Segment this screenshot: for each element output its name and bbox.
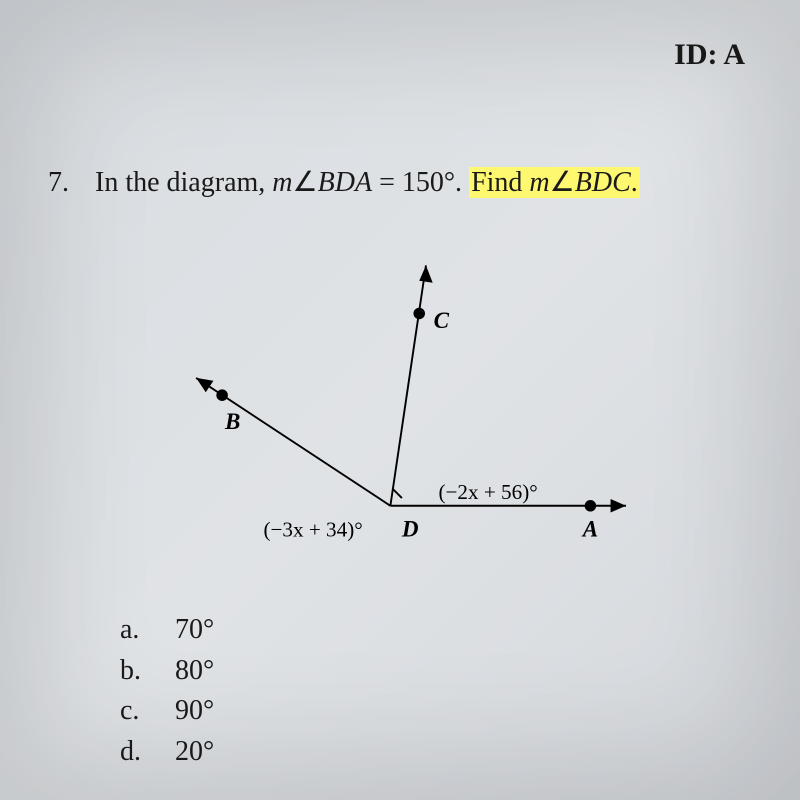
arrow-da [611, 499, 626, 512]
page: ID: A 7. In the diagram, m∠BDA = 150°. F… [0, 0, 800, 800]
choice-letter: a. [120, 610, 175, 651]
answer-choices: a. 70° b. 80° c. 90° d. 20° [120, 610, 214, 772]
angle-cda-expr: (−2x + 56)° [438, 480, 537, 504]
label-b: B [224, 408, 240, 434]
page-id: ID: A [674, 38, 745, 72]
choice-d: d. 20° [120, 732, 214, 773]
point-c [413, 308, 425, 320]
angle-diagram: C B A D (−2x + 56)° (−3x + 34)° [150, 230, 650, 570]
question-text-prefix: In the diagram, [95, 167, 272, 198]
choice-c: c. 90° [120, 691, 214, 732]
choice-value: 90° [175, 691, 214, 732]
choice-value: 80° [175, 651, 214, 692]
question-stem: 7. In the diagram, m∠BDA = 150°. Find m∠… [48, 165, 640, 199]
choice-letter: b. [120, 651, 175, 692]
ray-dc [390, 265, 426, 505]
choice-b: b. 80° [120, 651, 214, 692]
label-d: D [401, 516, 419, 542]
question-prompt: Find m∠BDC. [469, 167, 640, 198]
question-number: 7. [48, 167, 88, 199]
choice-value: 20° [175, 732, 214, 773]
label-c: C [434, 307, 450, 333]
point-a [585, 500, 597, 512]
angle-bdc-expr: (−3x + 34)° [263, 518, 362, 542]
choice-letter: c. [120, 691, 175, 732]
point-b [216, 389, 228, 401]
arrow-dc [419, 265, 432, 282]
choice-a: a. 70° [120, 610, 214, 651]
choice-letter: d. [120, 732, 175, 773]
vertex-tick [392, 488, 402, 498]
label-a: A [581, 516, 598, 542]
question-given: m∠BDA = 150°. [272, 167, 469, 198]
choice-value: 70° [175, 610, 214, 651]
arrow-db [196, 378, 213, 392]
